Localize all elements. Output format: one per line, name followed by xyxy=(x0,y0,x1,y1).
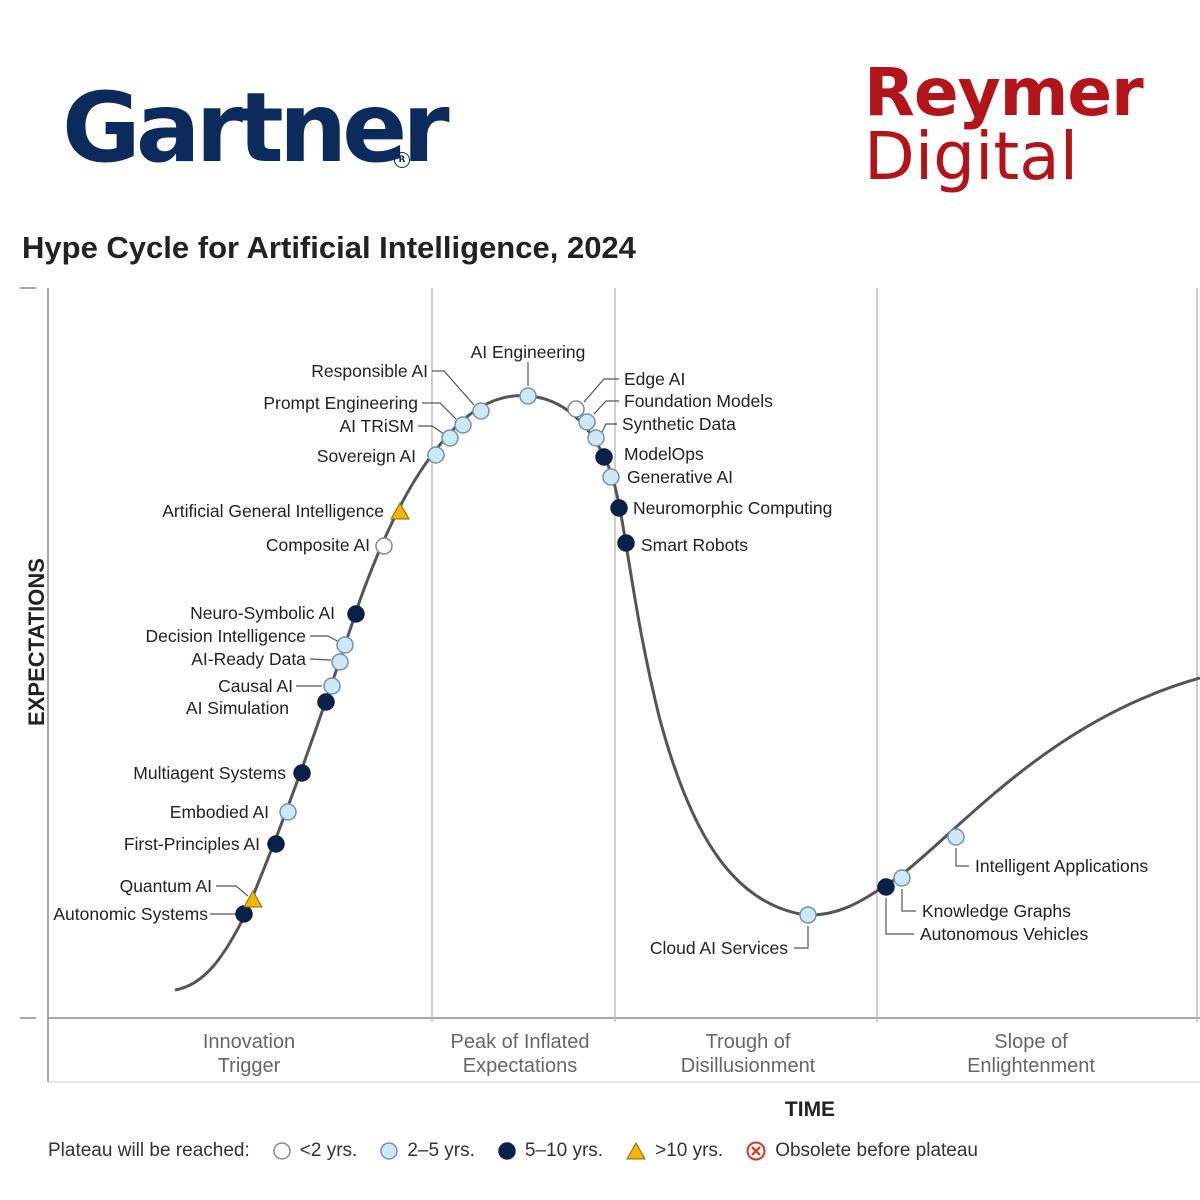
legend-item-5to10: 5–10 yrs. xyxy=(497,1140,603,1162)
chart-title: Hype Cycle for Artificial Intelligence, … xyxy=(22,230,636,265)
phase-label: Innovation Trigger xyxy=(203,1031,295,1077)
phase-label: Peak of Inflated Expectations xyxy=(451,1031,590,1077)
label-responsible-ai: Responsible AI xyxy=(311,361,428,381)
leader-line-foundation-models xyxy=(593,400,619,415)
label-smart-robots: Smart Robots xyxy=(641,535,748,555)
yellow-triangle-icon xyxy=(626,1141,646,1160)
y-axis-title: EXPECTATIONS xyxy=(24,558,49,726)
legend-item-lt2: <2 yrs. xyxy=(272,1140,358,1162)
marker-neuromorphic-computing xyxy=(610,499,628,517)
leader-line-knowledge-graphs xyxy=(901,889,916,912)
marker-ai-engineering xyxy=(519,387,537,405)
label-foundation-models: Foundation Models xyxy=(624,391,773,411)
red-x-circle-icon xyxy=(746,1141,766,1161)
marker-multiagent-systems xyxy=(293,764,311,782)
leader-line-intelligent-applications xyxy=(955,848,969,867)
label-ai-simulation: AI Simulation xyxy=(186,698,289,718)
legend-item-obsolete: Obsolete before plateau xyxy=(745,1140,978,1162)
legend-label: 2–5 yrs. xyxy=(407,1140,475,1161)
label-prompt-engineering: Prompt Engineering xyxy=(263,393,418,413)
leader-line-responsible-ai xyxy=(432,370,475,406)
marker-modelops xyxy=(595,448,613,466)
leader-line-ai-trism xyxy=(418,425,445,435)
legend-prefix: Plateau will be reached: xyxy=(48,1140,250,1161)
marker-causal-ai xyxy=(323,677,341,695)
leader-line-quantum-ai xyxy=(216,885,249,897)
marker-artificial-general-intelligence xyxy=(390,501,410,520)
label-neuromorphic-computing: Neuromorphic Computing xyxy=(633,498,832,518)
label-multiagent-systems: Multiagent Systems xyxy=(133,763,286,783)
marker-embodied-ai xyxy=(279,803,297,821)
label-cloud-ai-services: Cloud AI Services xyxy=(650,938,788,958)
label-first-principles-ai: First-Principles AI xyxy=(124,834,260,854)
label-quantum-ai: Quantum AI xyxy=(120,876,212,896)
legend: Plateau will be reached: <2 yrs. 2–5 yrs… xyxy=(48,1136,978,1166)
label-autonomic-systems: Autonomic Systems xyxy=(53,904,208,924)
marker-autonomic-systems xyxy=(235,905,253,923)
label-autonomous-vehicles: Autonomous Vehicles xyxy=(920,924,1089,944)
marker-sovereign-ai xyxy=(427,446,445,464)
marker-foundation-models xyxy=(578,413,596,431)
marker-quantum-ai xyxy=(243,889,263,908)
marker-knowledge-graphs xyxy=(893,869,911,887)
leader-line-edge-ai xyxy=(583,378,619,403)
legend-label: <2 yrs. xyxy=(299,1140,358,1161)
label-generative-ai: Generative AI xyxy=(627,467,733,487)
label-knowledge-graphs: Knowledge Graphs xyxy=(922,901,1071,921)
label-embodied-ai: Embodied AI xyxy=(170,802,269,822)
marker-ai-ready-data xyxy=(331,653,349,671)
x-axis-title: TIME xyxy=(785,1098,835,1121)
light-blue-circle-icon xyxy=(380,1142,399,1160)
marker-autonomous-vehicles xyxy=(877,878,895,896)
marker-ai-trism xyxy=(441,429,459,447)
label-sovereign-ai: Sovereign AI xyxy=(317,446,416,466)
label-synthetic-data: Synthetic Data xyxy=(622,414,736,434)
marker-edge-ai xyxy=(567,400,585,418)
label-artificial-general-intelligence: Artificial General Intelligence xyxy=(162,501,384,521)
marker-cloud-ai-services xyxy=(799,906,817,924)
label-modelops: ModelOps xyxy=(624,444,704,464)
leader-line-autonomous-vehicles xyxy=(885,898,914,935)
reymer-logo-line1: Reymer xyxy=(864,54,1144,131)
gartner-logo-wordmark: Gartner xyxy=(62,72,450,184)
marker-synthetic-data xyxy=(587,429,605,447)
marker-neuro-symbolic-ai xyxy=(347,605,365,623)
registered-mark-icon: R xyxy=(394,152,410,168)
legend-item-gt10: >10 yrs. xyxy=(625,1140,723,1162)
marker-responsible-ai xyxy=(472,402,490,420)
leader-line-ai-ready-data xyxy=(309,658,332,661)
marker-prompt-engineering xyxy=(454,416,472,434)
marker-decision-intelligence xyxy=(336,636,354,654)
legend-label: >10 yrs. xyxy=(655,1140,724,1161)
label-ai-ready-data: AI-Ready Data xyxy=(191,649,306,669)
label-ai-trism: AI TRiSM xyxy=(339,416,414,436)
dark-blue-circle-icon xyxy=(498,1142,516,1160)
marker-first-principles-ai xyxy=(267,835,285,853)
leader-line-cloud-ai-services xyxy=(794,926,809,949)
label-ai-engineering: AI Engineering xyxy=(471,342,586,362)
legend-label: Obsolete before plateau xyxy=(775,1140,978,1161)
white-circle-icon xyxy=(273,1142,291,1160)
leader-line-prompt-engineering xyxy=(422,402,457,420)
phase-label: Trough of Disillusionment xyxy=(681,1031,816,1077)
legend-label: 5–10 yrs. xyxy=(524,1140,604,1161)
marker-smart-robots xyxy=(617,534,635,552)
legend-item-2to5: 2–5 yrs. xyxy=(379,1140,475,1162)
marker-composite-ai xyxy=(375,537,393,555)
marker-generative-ai xyxy=(602,468,620,486)
reymer-logo-line2: Digital xyxy=(864,118,1079,195)
label-decision-intelligence: Decision Intelligence xyxy=(145,626,306,646)
label-intelligent-applications: Intelligent Applications xyxy=(975,856,1148,876)
label-causal-ai: Causal AI xyxy=(218,676,293,696)
marker-intelligent-applications xyxy=(947,828,965,846)
label-neuro-symbolic-ai: Neuro-Symbolic AI xyxy=(190,603,335,623)
leader-line-decision-intelligence xyxy=(310,635,340,643)
label-composite-ai: Composite AI xyxy=(266,535,370,555)
phase-label: Slope of Enlightenment xyxy=(967,1031,1095,1077)
marker-ai-simulation xyxy=(317,693,335,711)
leader-line-synthetic-data xyxy=(601,423,617,433)
hype-cycle-chart: Innovation Trigger Peak of Inflated Expecta… xyxy=(20,287,1200,1121)
label-edge-ai: Edge AI xyxy=(624,369,685,389)
